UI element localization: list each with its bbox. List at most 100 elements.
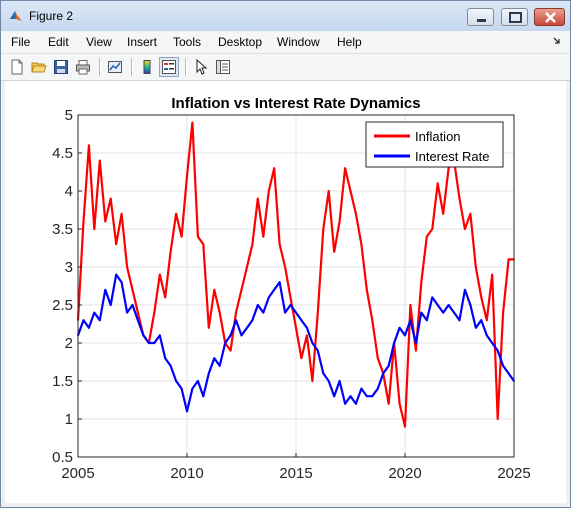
data-point-interest-rate: [338, 380, 341, 382]
menu-view[interactable]: View: [86, 35, 112, 49]
data-point-inflation: [425, 235, 428, 238]
data-point-inflation: [186, 174, 188, 177]
data-point-interest-rate: [295, 311, 297, 314]
data-point-inflation: [355, 212, 357, 215]
data-point-inflation: [169, 250, 172, 253]
data-point-interest-rate: [431, 296, 434, 299]
data-point-inflation: [311, 380, 314, 382]
data-point-inflation: [175, 212, 178, 215]
data-point-interest-rate: [436, 304, 439, 306]
print-figure-button[interactable]: [73, 57, 93, 77]
menu-edit[interactable]: Edit: [48, 35, 69, 49]
colorbar-icon: [143, 60, 151, 74]
data-point-interest-rate: [409, 319, 412, 322]
data-point-inflation: [115, 243, 118, 246]
dock-arrow-icon[interactable]: [552, 36, 562, 46]
data-point-interest-rate: [289, 304, 292, 306]
data-point-inflation: [218, 311, 221, 314]
toolbar-separator: [131, 58, 133, 76]
data-point-interest-rate: [197, 380, 199, 382]
toolbar-separator: [99, 58, 101, 76]
data-point-inflation: [109, 197, 112, 200]
maximize-button[interactable]: [501, 8, 528, 26]
save-figure-button[interactable]: [51, 57, 71, 77]
printer-icon: [76, 60, 90, 75]
new-figure-button[interactable]: [7, 57, 27, 77]
data-point-interest-rate: [256, 304, 259, 306]
edit-plot-button[interactable]: [191, 57, 211, 77]
menu-tools[interactable]: Tools: [173, 35, 202, 49]
data-point-inflation: [137, 311, 139, 314]
data-point-interest-rate: [180, 387, 183, 390]
data-point-interest-rate: [453, 311, 455, 314]
data-point-inflation: [469, 212, 472, 215]
matlab-icon: [10, 11, 22, 21]
data-point-inflation: [474, 266, 477, 268]
minimize-button[interactable]: [467, 8, 494, 26]
open-file-button[interactable]: [29, 57, 49, 77]
data-point-interest-rate: [415, 342, 417, 344]
data-point-interest-rate: [474, 326, 477, 329]
data-point-inflation: [82, 220, 85, 223]
data-point-interest-rate: [148, 342, 150, 344]
data-point-inflation: [267, 190, 270, 192]
data-point-interest-rate: [120, 281, 123, 284]
data-point-inflation: [229, 349, 232, 352]
data-point-interest-rate: [104, 288, 107, 291]
data-point-inflation: [88, 144, 90, 147]
menu-desktop[interactable]: Desktop: [218, 35, 263, 49]
title-bar[interactable]: Figure 2: [1, 1, 570, 31]
data-point-interest-rate: [93, 311, 96, 314]
data-point-interest-rate: [425, 319, 428, 322]
y-tick-label: 0.5: [52, 449, 73, 466]
data-point-inflation: [213, 288, 216, 291]
legend-label-inflation: Inflation: [415, 129, 461, 144]
data-point-interest-rate: [240, 334, 243, 337]
data-point-interest-rate: [284, 311, 286, 314]
data-point-inflation: [436, 182, 439, 185]
data-point-inflation: [207, 326, 210, 329]
data-point-inflation: [273, 167, 276, 170]
data-point-interest-rate: [349, 395, 352, 398]
insert-colorbar-button[interactable]: [137, 57, 157, 77]
legend[interactable]: Inflation Interest Rate: [365, 121, 504, 168]
data-point-inflation: [431, 228, 434, 230]
data-point-inflation: [387, 402, 390, 405]
data-point-inflation: [191, 121, 194, 124]
data-point-inflation: [349, 190, 352, 192]
data-point-inflation: [180, 235, 183, 238]
data-point-inflation: [246, 266, 248, 268]
x-tick-label: 2025: [497, 465, 530, 482]
link-plot-button[interactable]: [105, 57, 125, 77]
data-point-interest-rate: [491, 342, 494, 344]
data-point-interest-rate: [371, 395, 374, 398]
data-point-inflation: [502, 311, 504, 314]
data-point-interest-rate: [126, 311, 128, 314]
menu-file[interactable]: File: [11, 35, 31, 49]
x-tick-label: 2005: [61, 465, 94, 482]
data-point-interest-rate: [278, 281, 281, 284]
data-point-interest-rate: [502, 364, 504, 367]
data-point-inflation: [415, 349, 417, 352]
data-point-interest-rate: [229, 334, 232, 337]
data-point-interest-rate: [202, 395, 205, 398]
y-tick-label: 4.5: [52, 145, 73, 162]
data-point-inflation: [365, 288, 368, 291]
data-point-interest-rate: [109, 304, 112, 306]
data-point-inflation: [398, 402, 401, 405]
menu-insert[interactable]: Insert: [127, 35, 158, 49]
menu-window[interactable]: Window: [277, 35, 320, 49]
data-point-inflation: [371, 319, 374, 322]
data-point-inflation: [333, 250, 336, 253]
menu-help[interactable]: Help: [337, 35, 362, 49]
x-tick-label: 2015: [279, 465, 312, 482]
plot-tools-button[interactable]: [213, 57, 233, 77]
data-point-inflation: [360, 243, 363, 246]
data-point-interest-rate: [82, 319, 85, 322]
insert-legend-button[interactable]: [159, 57, 179, 77]
data-point-inflation: [256, 197, 259, 200]
data-point-interest-rate: [186, 410, 188, 413]
close-button[interactable]: [534, 8, 565, 26]
close-icon: [545, 12, 556, 23]
x-tick-label: 2010: [170, 465, 203, 482]
